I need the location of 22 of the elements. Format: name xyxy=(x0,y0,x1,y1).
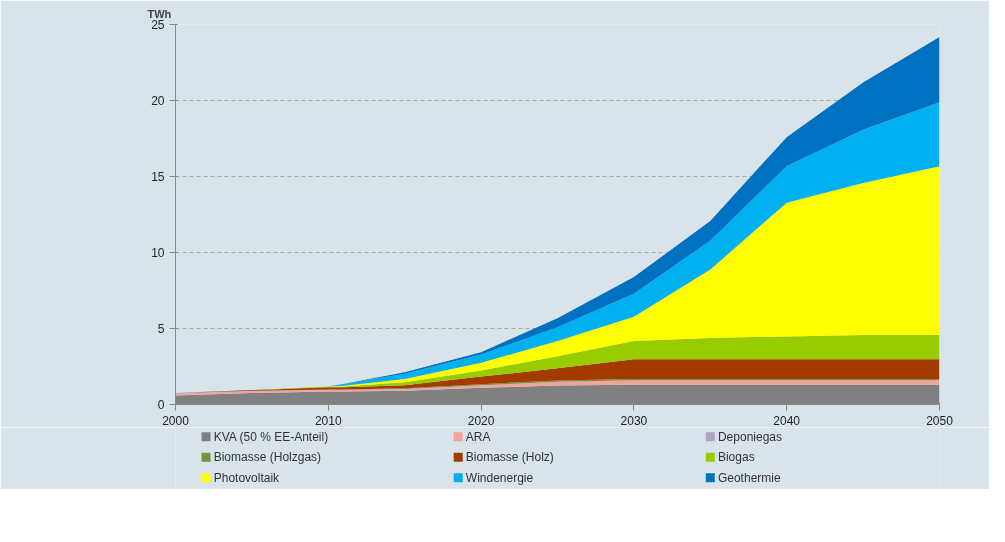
x-tick-label: 2000 xyxy=(162,413,190,428)
legend-label: Windenergie xyxy=(465,470,534,485)
y-tick-label: 5 xyxy=(157,322,165,336)
legend-label: Biomasse (Holz) xyxy=(465,450,554,465)
y-axis-title: TWh xyxy=(147,7,172,20)
legend-label: Biogas xyxy=(717,450,755,465)
x-tick-label: 2040 xyxy=(773,413,801,428)
y-tick-label: 0 xyxy=(157,398,165,412)
y-tick-label: 10 xyxy=(151,246,165,260)
legend-label: ARA xyxy=(465,429,491,444)
legend-label: KVA (50 % EE-Anteil) xyxy=(213,429,329,444)
x-tick-label: 2010 xyxy=(314,413,342,428)
x-tick-label: 2030 xyxy=(620,413,648,428)
legend-label: Deponiegas xyxy=(717,429,782,444)
x-tick-label: 2050 xyxy=(926,413,954,428)
legend-label: Photovoltaik xyxy=(213,470,281,485)
legend-label: Geothermie xyxy=(717,470,781,485)
y-tick-label: 25 xyxy=(151,18,165,32)
y-tick-label: 20 xyxy=(151,94,165,108)
y-tick-label: 15 xyxy=(151,170,165,184)
x-tick-label: 2020 xyxy=(467,413,495,428)
legend-label: Biomasse (Holzgas) xyxy=(213,450,322,465)
